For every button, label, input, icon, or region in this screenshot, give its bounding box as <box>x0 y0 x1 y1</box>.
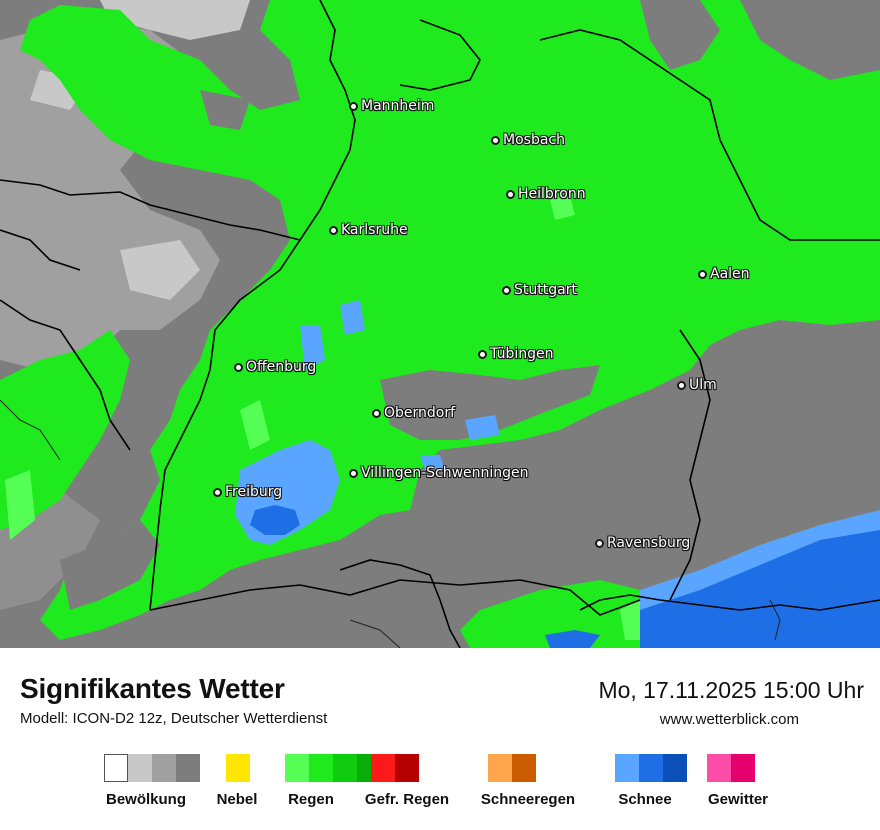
legend-swatches <box>488 754 536 782</box>
legend-swatches <box>615 754 687 782</box>
legend-label: Bewölkung <box>105 791 187 808</box>
footer-panel: Signifikantes Wetter Modell: ICON-D2 12z… <box>0 648 880 830</box>
city-marker: Tübingen <box>478 346 554 362</box>
legend-label: Schnee <box>618 791 672 808</box>
city-label: Heilbronn <box>518 186 586 202</box>
legend-swatches <box>104 754 200 782</box>
city-dot-icon <box>329 225 338 235</box>
city-label: Aalen <box>710 266 750 282</box>
legend-swatch <box>176 754 200 782</box>
city-label: Tübingen <box>490 346 554 362</box>
city-label: Freiburg <box>225 484 283 500</box>
model-info: Modell: ICON-D2 12z, Deutscher Wetterdie… <box>20 710 328 727</box>
map-title: Signifikantes Wetter <box>20 673 285 704</box>
city-label: Mannheim <box>361 98 435 114</box>
legend-swatch <box>104 754 128 782</box>
city-marker: Ravensburg <box>595 535 690 551</box>
city-dot-icon <box>234 362 243 372</box>
city-marker: Oberndorf <box>372 405 455 421</box>
legend-label: Regen <box>288 791 334 808</box>
city-label: Ulm <box>689 377 717 393</box>
snow-area-lake <box>545 630 600 648</box>
city-dot-icon <box>478 349 487 359</box>
city-dot-icon <box>349 468 358 478</box>
city-marker: Heilbronn <box>506 186 586 202</box>
map-layers <box>0 0 880 648</box>
legend-swatch <box>128 754 152 782</box>
city-label: Stuttgart <box>514 282 577 298</box>
legend-swatches <box>707 754 755 782</box>
legend-swatch <box>226 754 250 782</box>
city-dot-icon <box>595 538 604 548</box>
borders <box>0 0 880 648</box>
city-marker: Stuttgart <box>502 282 577 298</box>
city-dot-icon <box>349 101 358 111</box>
legend-label: Gewitter <box>707 791 769 808</box>
rain-area <box>20 0 880 640</box>
legend-item <box>615 754 687 782</box>
city-dot-icon <box>372 408 381 418</box>
legend-item <box>371 754 419 782</box>
city-dot-icon <box>213 487 222 497</box>
city-dot-icon <box>698 269 707 279</box>
cloud-layer-light <box>30 0 250 300</box>
city-marker: Freiburg <box>213 484 282 500</box>
legend-swatch <box>371 754 395 782</box>
city-label: Ravensburg <box>607 535 691 551</box>
legend-item <box>226 754 250 782</box>
legend-swatch <box>707 754 731 782</box>
city-marker: Ulm <box>677 377 717 393</box>
legend-swatch <box>639 754 663 782</box>
legend-swatch <box>488 754 512 782</box>
city-marker: Offenburg <box>234 359 316 375</box>
legend-item <box>285 754 381 782</box>
snow-area-blackforest-dense <box>250 505 300 535</box>
city-marker: Mosbach <box>491 132 565 148</box>
city-label: Villingen-Schwenningen <box>361 465 529 481</box>
legend-swatch <box>333 754 357 782</box>
legend-swatches <box>226 754 250 782</box>
legend-swatch <box>615 754 639 782</box>
legend-label: Schneeregen <box>480 791 576 808</box>
city-label: Karlsruhe <box>341 222 408 238</box>
city-dot-icon <box>677 380 686 390</box>
rain-area-south <box>460 580 650 648</box>
minor-borders <box>0 399 781 648</box>
website-link[interactable]: www.wetterblick.com <box>659 711 799 728</box>
weather-map: Mannheim Mosbach Heilbronn Karlsruhe Aalen St… <box>0 0 880 648</box>
legend-swatch <box>152 754 176 782</box>
legend-swatch <box>512 754 536 782</box>
legend-item <box>707 754 755 782</box>
city-dot-icon <box>506 189 515 199</box>
snow-area-alps-dense <box>640 530 880 648</box>
rain-area-west <box>0 330 130 530</box>
city-label: Offenburg <box>246 359 317 375</box>
legend-swatches <box>285 754 381 782</box>
cloud-gap-southwest <box>60 520 160 610</box>
legend-swatches <box>371 754 419 782</box>
city-marker: Karlsruhe <box>329 222 408 238</box>
city-dot-icon <box>491 135 500 145</box>
legend-label: Nebel <box>216 791 258 808</box>
legend-swatch <box>731 754 755 782</box>
legend-swatch <box>663 754 687 782</box>
cloud-gap-center <box>380 365 600 440</box>
legend-swatch <box>395 754 419 782</box>
legend-item <box>488 754 536 782</box>
legend-swatch <box>309 754 333 782</box>
legend-item <box>104 754 200 782</box>
city-dot-icon <box>502 285 511 295</box>
city-marker: Aalen <box>698 266 750 282</box>
city-marker: Mannheim <box>349 98 434 114</box>
city-label: Oberndorf <box>384 405 456 421</box>
legend-label: Gefr. Regen <box>364 791 450 808</box>
legend-swatch <box>285 754 309 782</box>
forecast-datetime: Mo, 17.11.2025 15:00 Uhr <box>598 677 864 703</box>
cloud-gap-north <box>200 0 880 130</box>
city-label: Mosbach <box>503 132 565 148</box>
city-marker: Villingen-Schwenningen <box>349 465 529 481</box>
